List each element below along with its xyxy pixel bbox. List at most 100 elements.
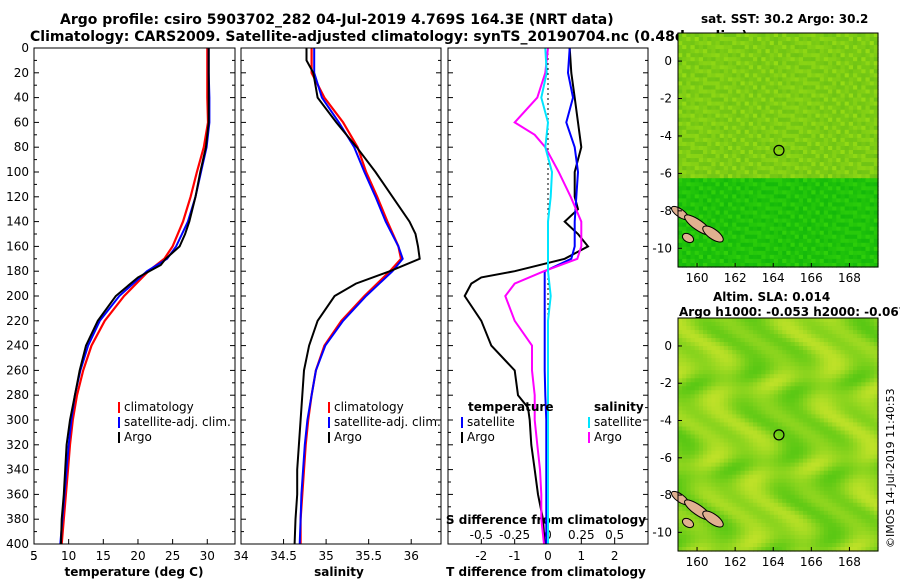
map-cell — [853, 109, 858, 115]
x-tick-label: 2 — [611, 549, 619, 563]
map-cell — [728, 254, 733, 260]
map-cell — [828, 326, 833, 331]
map-cell — [782, 422, 787, 427]
map-cell — [690, 65, 696, 70]
map-cell — [782, 206, 787, 212]
map-cell — [744, 65, 750, 70]
map-cell — [748, 81, 754, 86]
map-cell — [873, 234, 879, 240]
map-cell — [707, 178, 712, 183]
map-cell — [798, 446, 804, 452]
map-cell — [823, 154, 829, 159]
map-cell — [707, 350, 712, 355]
map-cell — [844, 246, 850, 252]
map-cell — [844, 362, 850, 367]
map-cell — [828, 346, 833, 351]
temp-legend-satellite: satellite-adj. clim. — [124, 415, 231, 429]
map-cell — [682, 422, 687, 427]
map-cell — [857, 206, 862, 212]
map-cell — [740, 141, 746, 147]
map-cell — [715, 73, 721, 78]
map-cell — [740, 214, 746, 220]
map-cell — [740, 85, 746, 90]
map-cell — [748, 346, 754, 351]
map-cell — [757, 386, 762, 391]
map-cell — [736, 182, 742, 187]
map-cell — [873, 210, 879, 216]
map-cell — [869, 258, 875, 264]
map-cell — [736, 462, 742, 468]
map-cell — [736, 322, 742, 327]
map-cell — [757, 462, 762, 468]
map-cell — [811, 154, 817, 159]
map-cell — [828, 77, 833, 82]
map-cell — [857, 210, 862, 216]
map-cell — [715, 77, 721, 82]
map-cell — [719, 109, 725, 115]
map-cell — [823, 194, 829, 199]
map-cell — [690, 81, 696, 86]
map-cell — [819, 170, 825, 175]
map-cell — [778, 358, 783, 363]
map-cell — [865, 398, 871, 403]
map-cell — [823, 358, 829, 363]
map-cell — [678, 454, 683, 460]
map-cell — [728, 374, 733, 379]
map-cell — [811, 146, 817, 151]
map-cell — [748, 398, 754, 403]
map-cell — [773, 250, 779, 256]
map-cell — [765, 150, 771, 155]
map-cell — [694, 230, 700, 236]
map-cell — [744, 129, 750, 135]
map-cell — [744, 33, 750, 38]
map-cell — [832, 226, 837, 232]
map-cell — [698, 254, 704, 260]
map-cell — [786, 454, 792, 460]
map-cell — [707, 462, 712, 468]
map-cell — [782, 45, 787, 50]
map-cell — [748, 322, 754, 327]
map-cell — [769, 346, 775, 351]
map-cell — [690, 466, 696, 472]
x-tick-label: -1 — [509, 549, 521, 563]
map-cell — [765, 358, 771, 363]
map-cell — [786, 170, 792, 175]
map-cell — [873, 73, 879, 78]
map-cell — [832, 37, 837, 42]
map-cell — [757, 450, 762, 456]
map-cell — [748, 137, 754, 143]
map-cell — [711, 150, 717, 155]
map-cell — [736, 121, 742, 127]
map-cell — [711, 89, 717, 95]
map-cell — [811, 101, 817, 107]
map-cell — [819, 133, 825, 139]
map-cell — [815, 342, 821, 347]
map-cell — [732, 330, 737, 335]
map-cell — [848, 162, 854, 167]
map-cell — [723, 394, 729, 399]
map-cell — [698, 422, 704, 427]
map-cell — [707, 334, 712, 339]
map-cell — [757, 350, 762, 355]
map-cell — [723, 121, 729, 127]
map-cell — [803, 382, 808, 387]
map-cell — [682, 426, 687, 432]
map-cell — [740, 446, 746, 452]
map-cell — [794, 238, 800, 244]
map-cell — [853, 402, 858, 407]
map-cell — [861, 254, 867, 260]
map-cell — [682, 45, 687, 50]
map-cell — [703, 326, 708, 331]
map-cell — [740, 186, 746, 191]
map-cell — [682, 250, 687, 256]
map-cell — [828, 434, 833, 440]
map-cell — [711, 121, 717, 127]
map-bottom-title-2: Argo h1000: -0.053 h2000: -0.067 — [679, 305, 900, 319]
map-cell — [836, 85, 842, 90]
map-cell — [865, 178, 871, 183]
map-cell — [840, 466, 846, 472]
map-cell — [811, 374, 817, 379]
map-cell — [723, 73, 729, 78]
map-cell — [765, 410, 771, 415]
map-cell — [861, 182, 867, 187]
